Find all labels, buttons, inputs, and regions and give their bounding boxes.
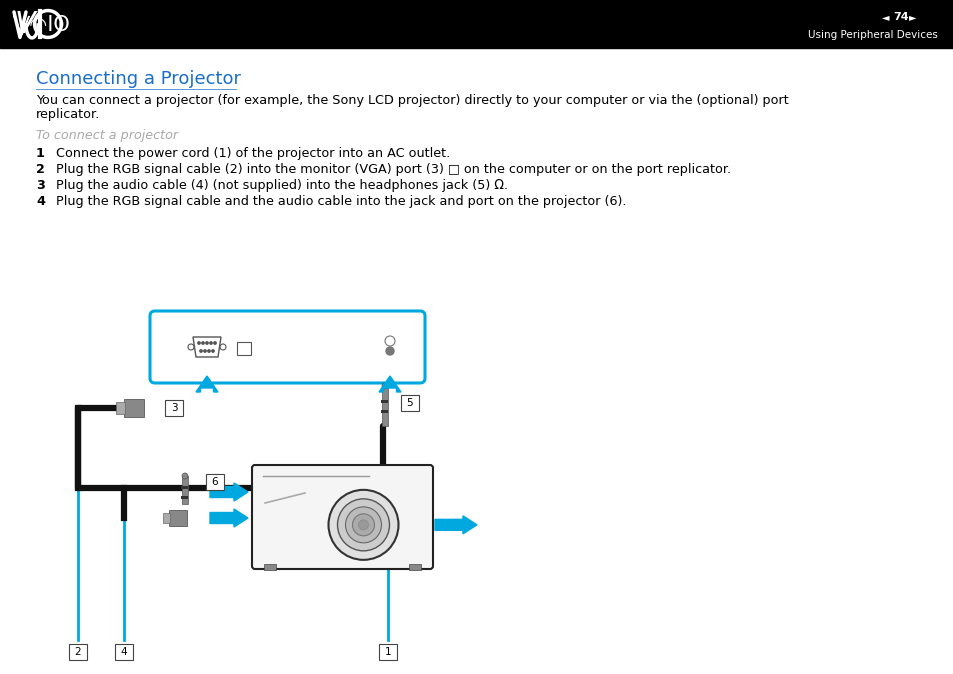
- Polygon shape: [124, 399, 144, 417]
- Text: 5: 5: [406, 398, 413, 408]
- Text: 1: 1: [36, 147, 45, 160]
- Bar: [264, 564, 275, 570]
- Text: Plug the RGB signal cable (2) into the monitor (VGA) port (3) □ on the computer : Plug the RGB signal cable (2) into the m…: [56, 163, 730, 176]
- Text: 2: 2: [36, 163, 45, 176]
- Bar: [182, 476, 188, 504]
- Circle shape: [386, 347, 394, 355]
- Text: 2: 2: [74, 647, 81, 657]
- Bar: [236, 342, 251, 355]
- Text: replicator.: replicator.: [36, 108, 100, 121]
- Bar: [409, 564, 420, 570]
- Text: 1: 1: [384, 647, 391, 657]
- Text: 3: 3: [171, 403, 177, 413]
- Text: 3: 3: [36, 179, 45, 192]
- Circle shape: [337, 499, 389, 551]
- FancyArrow shape: [195, 376, 218, 392]
- FancyArrow shape: [210, 509, 248, 527]
- Text: 6: 6: [212, 477, 218, 487]
- Text: Connecting a Projector: Connecting a Projector: [36, 70, 241, 88]
- Bar: [206, 474, 224, 490]
- FancyBboxPatch shape: [252, 465, 433, 569]
- Circle shape: [204, 350, 206, 353]
- Text: To connect a projector: To connect a projector: [36, 129, 178, 142]
- Polygon shape: [169, 510, 187, 526]
- Circle shape: [197, 342, 200, 344]
- Text: 74: 74: [892, 12, 907, 22]
- Circle shape: [352, 514, 375, 536]
- Circle shape: [328, 490, 398, 560]
- Text: $\mathbf{\mathit{V}}$: $\mathbf{\mathit{V}}$: [14, 11, 39, 40]
- Circle shape: [199, 350, 202, 353]
- Circle shape: [381, 383, 388, 389]
- Circle shape: [212, 350, 214, 353]
- Bar: [69, 644, 87, 660]
- Bar: [116, 402, 125, 414]
- Bar: [181, 486, 189, 489]
- Text: Using Peripheral Devices: Using Peripheral Devices: [807, 30, 937, 40]
- FancyBboxPatch shape: [150, 311, 424, 383]
- Text: Plug the audio cable (4) (not supplied) into the headphones jack (5) Ω.: Plug the audio cable (4) (not supplied) …: [56, 179, 508, 192]
- Bar: [115, 644, 132, 660]
- Text: Plug the RGB signal cable and the audio cable into the jack and port on the proj: Plug the RGB signal cable and the audio …: [56, 195, 626, 208]
- Circle shape: [182, 473, 188, 479]
- Text: 4: 4: [36, 195, 45, 208]
- Circle shape: [208, 350, 210, 353]
- Text: 4: 4: [121, 647, 127, 657]
- Bar: [378, 644, 396, 660]
- Circle shape: [206, 342, 208, 344]
- Bar: [165, 400, 183, 416]
- FancyArrow shape: [378, 376, 400, 392]
- Circle shape: [358, 520, 368, 530]
- Circle shape: [213, 342, 216, 344]
- Circle shape: [202, 342, 204, 344]
- Text: Connect the power cord (1) of the projector into an AC outlet.: Connect the power cord (1) of the projec…: [56, 147, 450, 160]
- FancyArrow shape: [210, 483, 248, 501]
- Text: You can connect a projector (for example, the Sony LCD projector) directly to yo: You can connect a projector (for example…: [36, 94, 788, 107]
- Circle shape: [345, 507, 381, 543]
- Bar: [163, 513, 170, 523]
- Circle shape: [210, 342, 212, 344]
- FancyArrow shape: [435, 516, 476, 534]
- Bar: [0, 0, 953, 48]
- Bar: [381, 410, 388, 413]
- Bar: [181, 496, 189, 499]
- Text: ◄: ◄: [882, 12, 888, 22]
- Bar: [381, 386, 388, 426]
- Text: ►: ►: [908, 12, 916, 22]
- Text: ⋁◠IO: ⋁◠IO: [12, 15, 70, 35]
- Bar: [381, 400, 388, 403]
- Bar: [400, 395, 418, 411]
